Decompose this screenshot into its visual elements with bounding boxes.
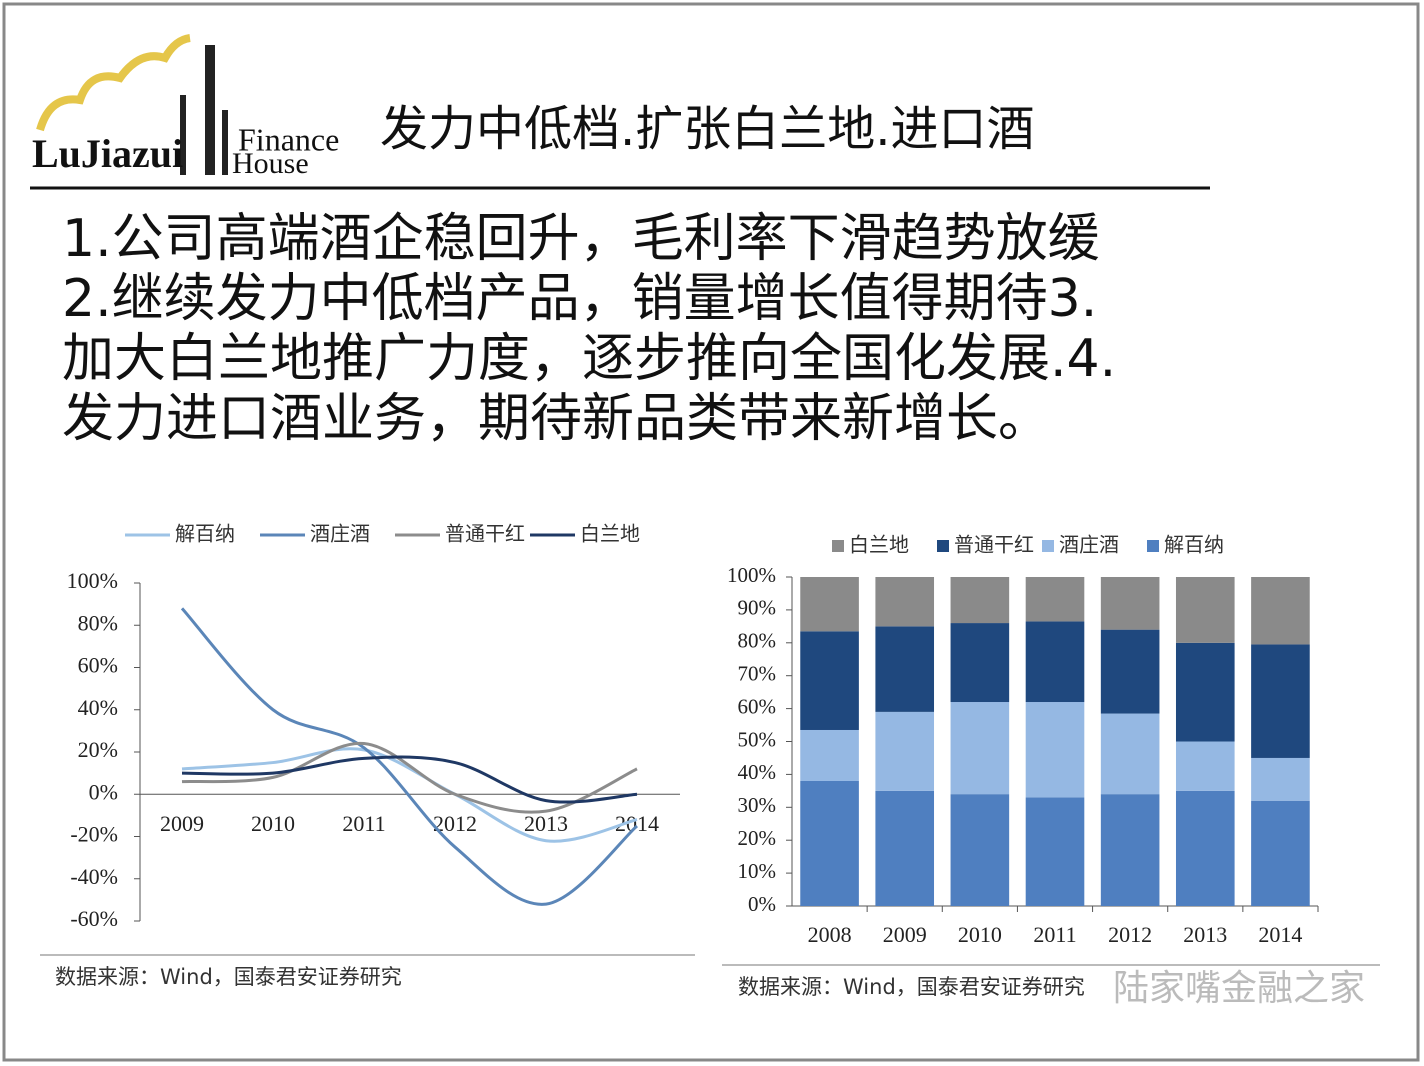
logo-tower <box>222 110 228 175</box>
bar-segment <box>875 626 935 712</box>
legend-label: 白兰地 <box>849 533 909 557</box>
y-tick-label: 0% <box>748 892 776 916</box>
y-tick-label: 80% <box>78 610 118 635</box>
bar-segment <box>875 790 935 906</box>
legend-label: 解百纳 <box>1164 533 1224 557</box>
source-note: 数据来源：Wind，国泰君安证券研究 <box>738 975 1085 999</box>
bar-segment <box>800 780 859 906</box>
legend-swatch <box>832 540 844 552</box>
x-tick-label: 2014 <box>1258 922 1302 947</box>
logo-tower <box>180 95 186 175</box>
y-tick-label: 0% <box>89 779 118 804</box>
logo-brand: LuJiazui <box>32 131 183 176</box>
y-tick-label: 30% <box>738 793 777 817</box>
bar-segment <box>1100 577 1160 630</box>
bar-segment <box>800 729 859 781</box>
x-tick-label: 2013 <box>1183 922 1227 947</box>
series-line <box>180 607 638 906</box>
logo-cloud <box>36 34 191 132</box>
legend-label: 酒庄酒 <box>310 522 370 546</box>
y-tick-label: -60% <box>70 906 118 931</box>
legend-swatch <box>1147 540 1159 552</box>
bar-segment <box>1251 577 1310 645</box>
bar-segment <box>1100 713 1160 795</box>
bar-segment <box>1251 644 1310 758</box>
legend-label: 普通干红 <box>445 522 525 546</box>
bar-segment <box>1025 577 1085 622</box>
y-tick-label: 60% <box>78 653 118 678</box>
y-tick-label: 40% <box>738 760 777 784</box>
series-line <box>181 742 638 814</box>
bar-segment <box>1025 702 1085 798</box>
bar-segment <box>1175 741 1235 791</box>
watermark: 陆家嘴金融之家 <box>1113 968 1365 1009</box>
bar-segment <box>950 577 1010 624</box>
logo-finance: Finance <box>238 121 339 157</box>
body-line: 加大白兰地推广力度，逐步推向全国化发展.4. <box>62 329 1116 389</box>
x-tick-label: 2012 <box>1108 922 1152 947</box>
logo: LuJiazui Finance House <box>32 34 339 180</box>
logo-house: House <box>232 147 309 180</box>
y-tick-label: 20% <box>738 826 777 850</box>
bar-segment <box>1100 794 1160 906</box>
bar-segment <box>800 577 859 632</box>
slide-title: 发力中低档.扩张白兰地.进口酒 <box>380 101 1035 157</box>
y-tick-label: 100% <box>67 568 118 593</box>
bar-segment <box>875 711 935 791</box>
y-tick-label: 90% <box>738 596 777 620</box>
bar-segment <box>1175 642 1235 742</box>
legend-label: 普通干红 <box>954 533 1034 557</box>
x-tick-label: 2011 <box>342 811 385 836</box>
bar-segment <box>950 702 1010 795</box>
y-tick-label: 20% <box>78 737 118 762</box>
bar-segment <box>1025 797 1085 906</box>
x-tick-label: 2010 <box>958 922 1002 947</box>
bar-segment <box>1100 629 1160 714</box>
series-line <box>181 747 638 843</box>
bar-segment <box>1251 757 1310 801</box>
series-line <box>181 755 638 804</box>
logo-tower <box>205 45 215 175</box>
bar-segment <box>950 794 1010 906</box>
y-tick-label: 60% <box>738 694 777 718</box>
legend-label: 白兰地 <box>580 522 640 546</box>
legend-label: 酒庄酒 <box>1059 533 1119 557</box>
y-tick-label: 50% <box>738 727 777 751</box>
y-tick-label: 80% <box>738 629 777 653</box>
x-tick-label: 2013 <box>524 811 568 836</box>
body-line: 发力进口酒业务，期待新品类带来新增长。 <box>62 389 1050 449</box>
y-tick-label: 40% <box>78 695 118 720</box>
y-tick-label: -20% <box>70 822 118 847</box>
source-note: 数据来源：Wind，国泰君安证券研究 <box>55 965 402 989</box>
bar-segment <box>1025 621 1085 703</box>
bar-segment <box>950 623 1010 703</box>
x-tick-label: 2008 <box>808 922 852 947</box>
y-tick-label: 70% <box>738 662 777 686</box>
legend-swatch <box>1042 540 1054 552</box>
x-tick-label: 2009 <box>160 811 204 836</box>
bar-segment <box>800 631 859 730</box>
x-tick-label: 2010 <box>251 811 295 836</box>
body-line: 1.公司高端酒企稳回升，毛利率下滑趋势放缓 <box>62 209 1100 269</box>
y-tick-label: -40% <box>70 864 118 889</box>
y-tick-label: 100% <box>727 563 776 587</box>
bar-segment <box>1251 800 1310 906</box>
legend-swatch <box>937 540 949 552</box>
bar-segment <box>1175 577 1235 643</box>
legend-label: 解百纳 <box>175 522 235 546</box>
bar-segment <box>1175 790 1235 906</box>
x-tick-label: 2009 <box>883 922 927 947</box>
bar-segment <box>875 577 935 627</box>
y-tick-label: 10% <box>738 859 777 883</box>
x-tick-label: 2011 <box>1033 922 1076 947</box>
body-line: 2.继续发力中低档产品，销量增长值得期待3. <box>62 269 1097 329</box>
